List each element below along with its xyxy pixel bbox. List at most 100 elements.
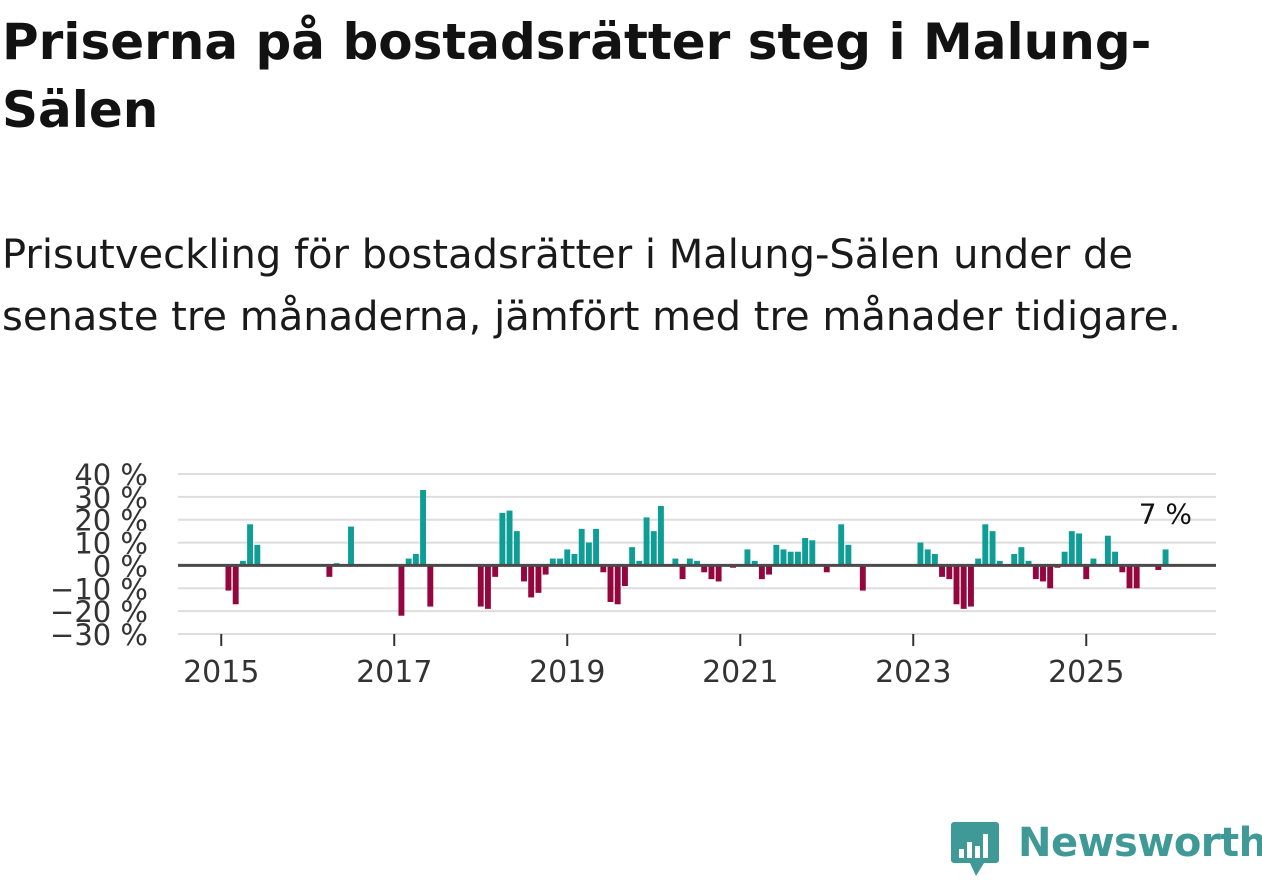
y-tick-label: 0 % [93, 549, 148, 583]
bar [708, 565, 715, 580]
bar [499, 512, 506, 566]
bar [398, 565, 405, 616]
bar [859, 565, 866, 591]
bar [412, 554, 419, 566]
bar [492, 565, 499, 577]
x-tick-label: 2025 [1048, 655, 1124, 690]
latest-value-label: 7 % [1139, 497, 1192, 530]
bar [715, 565, 722, 582]
bar [960, 565, 967, 609]
x-tick-label: 2015 [183, 655, 259, 690]
bar [506, 510, 513, 566]
gridlines [178, 473, 1216, 635]
bar [967, 565, 974, 607]
bar [650, 531, 657, 566]
x-axis: 2015 2017 2019 2021 2023 2025 [178, 633, 1216, 690]
bar [542, 565, 549, 575]
bar [232, 565, 239, 605]
bar [975, 558, 982, 566]
bar [1061, 551, 1068, 566]
bar-chart: −30 %−20 %−10 %0 %10 %20 %30 %40 % 2015 2… [50, 458, 1216, 690]
bar [600, 565, 607, 573]
bar [946, 565, 953, 580]
bar [794, 551, 801, 566]
bar [1104, 535, 1111, 566]
bar [996, 560, 1003, 566]
bar [701, 565, 708, 573]
bar [1133, 565, 1140, 589]
bar [427, 565, 434, 607]
bar [1112, 551, 1119, 566]
bar [758, 565, 765, 580]
bar [672, 558, 679, 566]
bar [484, 565, 491, 609]
bar [1032, 565, 1039, 580]
bar [528, 565, 535, 598]
bar [1047, 565, 1054, 589]
bar [1040, 565, 1046, 582]
bar [564, 549, 571, 566]
bar [780, 549, 787, 566]
newsworthy-logo-icon [951, 822, 999, 876]
bar [1119, 565, 1126, 573]
y-tick-label: 30 % [74, 481, 148, 515]
bar [838, 524, 845, 566]
y-tick-label: 40 % [74, 458, 148, 492]
y-tick-label: −30 % [50, 618, 148, 652]
bar [477, 565, 484, 607]
bar [751, 560, 758, 566]
y-tick-label: 10 % [74, 527, 148, 561]
bar [326, 565, 333, 577]
bar [549, 558, 556, 566]
bar [953, 565, 960, 605]
bar [521, 565, 527, 582]
bar [809, 540, 816, 566]
bar [1083, 565, 1090, 580]
bar [1011, 554, 1018, 566]
bar [773, 544, 780, 566]
bar [679, 565, 686, 580]
bar [535, 565, 542, 593]
bar [931, 554, 938, 566]
bar [1155, 565, 1162, 570]
y-tick-label: −20 % [50, 595, 148, 629]
bar [939, 565, 946, 577]
bar [643, 517, 650, 566]
bar [924, 549, 931, 566]
bar [657, 506, 664, 566]
bar [787, 551, 794, 566]
bar [247, 524, 254, 566]
bar [225, 565, 232, 591]
bar [578, 528, 585, 566]
bar [766, 565, 773, 575]
bar [1162, 549, 1169, 566]
bar [557, 558, 564, 566]
bar [614, 565, 621, 605]
bar [686, 558, 693, 566]
y-axis: −30 %−20 %−10 %0 %10 %20 %30 %40 % [50, 458, 148, 652]
bar [1068, 531, 1075, 566]
y-tick-label: −10 % [50, 572, 148, 606]
x-tick-label: 2017 [356, 655, 432, 690]
bar [254, 544, 261, 566]
bar [1076, 533, 1083, 566]
bar [982, 524, 989, 566]
bar [694, 560, 700, 566]
x-tick-label: 2019 [529, 655, 605, 690]
bar [636, 560, 643, 566]
page-title: Priserna på bostadsrätter steg i Malung-… [2, 13, 1152, 139]
x-tick-label: 2023 [875, 655, 951, 690]
bar [823, 565, 830, 573]
bar [239, 560, 246, 566]
brand-name: Newsworthy [1018, 820, 1262, 866]
bar [571, 554, 578, 566]
bar [593, 528, 600, 566]
bar [420, 490, 427, 566]
bar [585, 542, 592, 566]
bar [802, 538, 809, 566]
bar [513, 531, 520, 566]
x-tick-label: 2021 [702, 655, 778, 690]
bar [348, 526, 354, 566]
bar [629, 547, 636, 566]
bar [1090, 558, 1097, 566]
